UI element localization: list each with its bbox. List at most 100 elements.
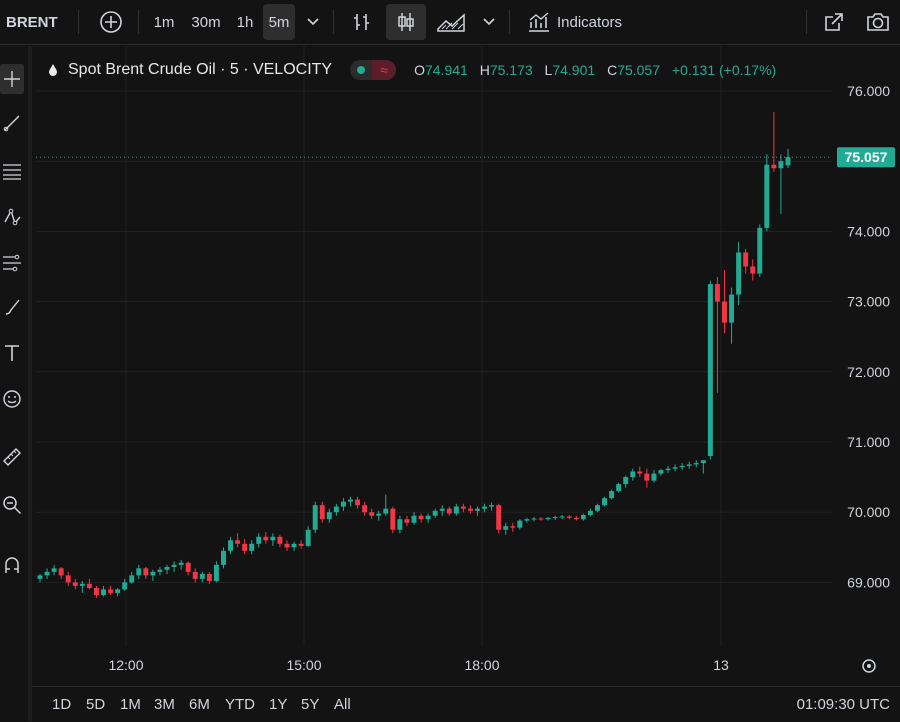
interval-1m-button[interactable]: 1m (153, 13, 175, 31)
candle-body (185, 562, 191, 572)
interval-dropdown-icon[interactable] (302, 0, 324, 44)
projection-icon[interactable] (0, 248, 24, 278)
last-price-label: 75.057 (845, 149, 888, 165)
candle-body (686, 464, 692, 466)
ruler-icon[interactable] (0, 442, 24, 472)
range-5d-button[interactable]: 5D (86, 696, 106, 713)
candle-body (383, 508, 389, 514)
candle-body (764, 164, 770, 228)
candle-body (270, 536, 276, 541)
text-icon[interactable] (0, 338, 24, 368)
candle-body (700, 460, 706, 464)
toolbar-divider (806, 10, 807, 34)
utc-clock[interactable]: 01:09:30 UTC (796, 696, 890, 713)
candle-body (376, 513, 382, 516)
camera-icon[interactable] (862, 0, 894, 44)
range-3m-button[interactable]: 3M (154, 696, 175, 713)
candle-body (37, 575, 43, 579)
toolbar-divider (333, 10, 334, 34)
fib-icon[interactable] (0, 156, 24, 186)
range-ytd-button[interactable]: YTD (225, 696, 255, 713)
legend-title[interactable]: Spot Brent Crude Oil · 5 · VELOCITY (68, 61, 333, 78)
candle-body (284, 543, 290, 548)
candle-body (213, 564, 219, 581)
candle-body (566, 516, 572, 518)
candle-body (757, 227, 763, 274)
candle-body (235, 540, 241, 544)
candle-body (242, 543, 248, 551)
candle-body (178, 562, 184, 565)
chart-area[interactable]: 76.00075.00074.00073.00072.00071.00070.0… (32, 46, 900, 686)
candle-body (101, 589, 106, 596)
candle-body (552, 517, 558, 519)
range-all-button[interactable]: All (334, 696, 351, 713)
top-toolbar: BRENT 1m 30m 1h 5m Indicators (0, 0, 900, 45)
candle-body (333, 506, 339, 513)
candle-body (482, 506, 488, 509)
x-tick-label: 13 (713, 657, 729, 673)
candle-body (326, 512, 332, 520)
candle-body (785, 157, 791, 166)
interval-5m-button[interactable]: 5m (263, 4, 295, 40)
low-key: L (544, 62, 553, 78)
candle-body (722, 301, 727, 323)
open-external-icon[interactable] (819, 0, 849, 44)
bars-style-icon[interactable] (346, 0, 378, 44)
range-6m-button[interactable]: 6M (189, 696, 210, 713)
brush-icon[interactable] (0, 292, 24, 322)
candle-body (72, 582, 78, 586)
trendline-icon[interactable] (0, 108, 24, 138)
range-1d-button[interactable]: 1D (52, 696, 72, 713)
close-key: C (607, 62, 618, 78)
market-status-pill[interactable]: ≈ (350, 60, 397, 80)
candle-body (453, 506, 459, 514)
candles-style-icon[interactable] (386, 4, 426, 40)
magnet-icon[interactable] (0, 550, 24, 580)
candle-body (418, 515, 424, 520)
candle-body (348, 499, 353, 502)
symbol-search-button[interactable]: BRENT (6, 13, 58, 31)
data-delay-icon: ≈ (372, 60, 397, 80)
candle-body (369, 512, 375, 516)
zoom-icon[interactable] (0, 490, 24, 520)
crosshair-icon[interactable] (0, 64, 24, 94)
range-1m-button[interactable]: 1M (120, 696, 141, 713)
high-key: H (479, 62, 490, 78)
candle-body (750, 266, 756, 274)
change-value: +0.131 (+0.17%) (671, 62, 777, 78)
candle-body (44, 571, 50, 576)
interval-30m-button[interactable]: 30m (191, 13, 221, 31)
area-style-icon[interactable] (434, 0, 468, 44)
emoji-icon[interactable] (0, 384, 24, 414)
candle-body (136, 568, 142, 576)
pattern-icon[interactable] (0, 202, 24, 232)
candle-body (609, 491, 615, 499)
candle-body (743, 252, 749, 267)
candle-body (411, 515, 417, 523)
candle-body (651, 473, 657, 481)
candle-body (122, 582, 128, 590)
chart-type-dropdown-icon[interactable] (478, 0, 500, 44)
candle-body (714, 284, 720, 302)
indicators-icon[interactable] (524, 0, 554, 44)
range-5y-button[interactable]: 5Y (301, 696, 320, 713)
candle-body (249, 543, 255, 551)
candle-body (545, 517, 551, 520)
add-symbol-icon[interactable] (96, 0, 126, 44)
candle-body (517, 520, 523, 528)
interval-1h-button[interactable]: 1h (236, 13, 254, 31)
indicators-button[interactable]: Indicators (557, 13, 623, 31)
candle-body (206, 573, 212, 581)
candle-body (355, 499, 361, 506)
candle-body (736, 252, 742, 295)
candle-body (510, 526, 516, 528)
candle-body (496, 505, 502, 530)
range-1y-button[interactable]: 1Y (269, 696, 288, 713)
candle-body (602, 498, 607, 506)
ohlc-values: O74.941 H75.173 L74.901 C75.057 +0.131 (… (414, 62, 776, 78)
high-value: 75.173 (489, 62, 533, 78)
candle-body (559, 516, 565, 518)
candle-body (256, 536, 262, 544)
candle-body (672, 467, 678, 469)
low-value: 74.901 (552, 62, 596, 78)
